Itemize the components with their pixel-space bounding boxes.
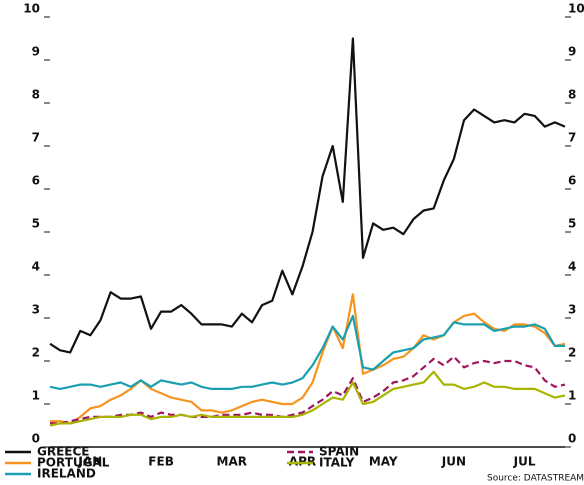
legend-label: GREECE: [37, 445, 90, 459]
x-tick-label: FEB: [148, 455, 174, 469]
y2-tick-label: 6: [568, 174, 576, 188]
x-tick-label: JAN: [77, 455, 102, 469]
legend-label: SPAIN: [319, 445, 359, 459]
x-tick-label: JUN: [441, 455, 466, 469]
x-tick-label: MAR: [217, 455, 247, 469]
y2-tick-label: 4: [568, 260, 576, 274]
series-line: [49, 370, 566, 427]
y-tick-label: 5: [32, 217, 40, 231]
y2-tick-label: 8: [568, 88, 576, 102]
y-tick-label: 7: [32, 131, 40, 145]
y-tick-label: 6: [32, 174, 40, 188]
y2-tick-label: 10: [568, 2, 584, 16]
legend-label: PORTUGAL: [37, 456, 110, 470]
y2-tick-label: 1: [568, 389, 576, 403]
y-tick-label: 0: [32, 432, 40, 446]
series-line: [49, 314, 565, 390]
y-tick-label: 1: [32, 389, 40, 403]
y2-tick-label: 9: [568, 45, 576, 59]
y2-tick-label: 3: [568, 303, 576, 317]
y-tick-label: 2: [32, 346, 40, 360]
source: Source: DATASTREAM: [487, 474, 584, 484]
series-line: [49, 37, 566, 354]
x-tick-label: JUL: [513, 455, 536, 469]
y-tick-label: 10: [23, 2, 40, 16]
y-tick-label: 4: [32, 260, 40, 274]
y2-tick-label: 0: [568, 432, 576, 446]
y2-tick-label: 2: [568, 346, 576, 360]
legend-label: ITALY: [319, 456, 355, 470]
y2-tick-label: 5: [568, 217, 576, 231]
x-tick-label: APR: [289, 455, 316, 469]
legend-label: IRELAND: [37, 467, 96, 481]
y2-tick-label: 7: [568, 131, 576, 145]
y-tick-label: 8: [32, 88, 40, 102]
y-tick-label: 9: [32, 45, 40, 59]
series-line: [50, 293, 566, 425]
y-tick-label: 3: [32, 303, 40, 317]
x-tick-label: MAY: [369, 455, 398, 469]
